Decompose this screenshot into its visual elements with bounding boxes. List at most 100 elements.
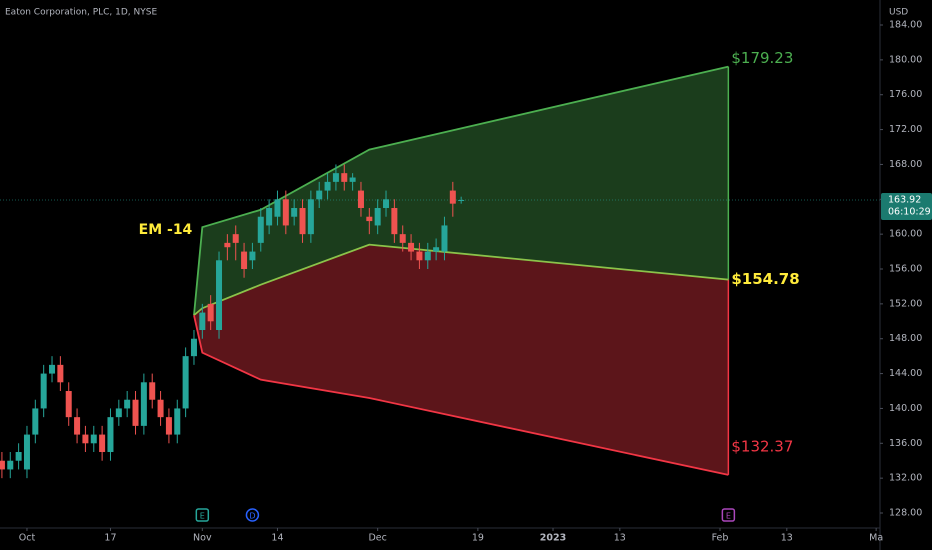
candle-body (74, 417, 81, 435)
candle-body (199, 312, 206, 331)
y-tick-label: 148.00 (889, 333, 922, 344)
candle-body (224, 242, 231, 248)
y-tick-label: 144.00 (889, 368, 922, 379)
candle-body (408, 242, 415, 252)
x-tick-label: Dec (368, 533, 386, 544)
candle-body (40, 373, 47, 409)
plot-area (0, 65, 880, 479)
y-tick-label: 172.00 (889, 124, 922, 135)
candle-body (190, 338, 197, 357)
candle-body (349, 177, 356, 182)
y-tick-label: 156.00 (889, 264, 922, 275)
event-marker (245, 508, 260, 522)
candle-body (299, 208, 306, 235)
mid-label: $154.78 (731, 270, 799, 288)
candle-body (65, 391, 72, 418)
candle-body (424, 251, 431, 261)
x-tick-label: 17 (104, 533, 116, 544)
candle-body (399, 234, 406, 243)
event-label: D (249, 512, 255, 521)
candle-body (458, 199, 465, 201)
candle-body (249, 251, 256, 261)
candle-body (90, 434, 97, 444)
x-tick-label: 19 (472, 533, 484, 544)
y-tick-label: 128.00 (889, 508, 922, 519)
upper-zone (193, 66, 729, 316)
candle-body (216, 260, 223, 331)
candle-body (207, 303, 214, 322)
candle-body (316, 190, 323, 200)
candle-body (57, 364, 64, 383)
candle-body (241, 251, 248, 270)
candle-body (433, 247, 440, 252)
candle-body (149, 382, 156, 400)
y-tick-label: 180.00 (889, 54, 922, 65)
last-price-label: 163.92 (888, 194, 921, 205)
x-tick-label: Feb (712, 533, 729, 544)
candle-body (7, 460, 14, 470)
candle-body (266, 208, 273, 226)
candle-body (157, 399, 164, 418)
y-tick-label: 132.00 (889, 473, 922, 484)
candle-body (232, 234, 239, 243)
x-tick-label: Ma (869, 533, 883, 544)
candle-body (324, 181, 331, 191)
x-tick-label: 2023 (540, 533, 566, 544)
mid-line (193, 243, 729, 316)
annotation: EM -14 (139, 222, 193, 238)
x-tick-label: 13 (781, 533, 793, 544)
upper-label: $179.23 (731, 49, 793, 67)
y-tick-label: 184.00 (889, 20, 922, 31)
event-marker (721, 508, 736, 522)
lower-zone (193, 244, 729, 475)
y-tick-label: 152.00 (889, 298, 922, 309)
candle-body (257, 216, 264, 243)
candle-body (99, 434, 106, 453)
last-price-box (881, 192, 932, 220)
candle-body (274, 199, 281, 217)
candle-body (0, 460, 5, 470)
candle-body (174, 408, 181, 435)
candle-body (124, 399, 131, 409)
event-label: E (200, 512, 205, 521)
candle-body (366, 216, 373, 222)
y-tick-label: 136.00 (889, 438, 922, 449)
candle-body (332, 173, 339, 182)
candle-body (115, 408, 122, 418)
x-tick-label: 13 (614, 533, 626, 544)
event-marker (195, 508, 210, 522)
x-tick-label: Nov (193, 533, 212, 544)
candle-body (107, 417, 114, 453)
candle-body (416, 251, 423, 261)
candle-body (132, 399, 139, 426)
candle-body (374, 208, 381, 226)
y-tick-label: 160.00 (889, 229, 922, 240)
x-tick-label: 14 (271, 533, 283, 544)
lower-label: $132.37 (731, 437, 793, 455)
lower-line (193, 315, 729, 476)
currency: USD (889, 8, 908, 18)
y-tick-label: 140.00 (889, 403, 922, 414)
candle-body (165, 417, 172, 435)
event-label: E (726, 512, 731, 521)
candle-body (182, 356, 189, 409)
candle-body (449, 190, 456, 204)
candle-body (291, 208, 298, 217)
x-tick-label: Oct (19, 533, 36, 544)
candle-body (282, 199, 289, 226)
y-tick-label: 176.00 (889, 89, 922, 100)
candle-body (23, 434, 30, 470)
candle-body (391, 208, 398, 235)
candle-body (49, 364, 56, 374)
candle-body (441, 225, 448, 252)
candle-body (32, 408, 39, 435)
candle-body (341, 173, 348, 182)
candle-body (140, 382, 147, 426)
candle-body (383, 199, 390, 209)
candle-body (307, 199, 314, 235)
candle-body (82, 434, 89, 444)
candle-body (15, 452, 22, 461)
